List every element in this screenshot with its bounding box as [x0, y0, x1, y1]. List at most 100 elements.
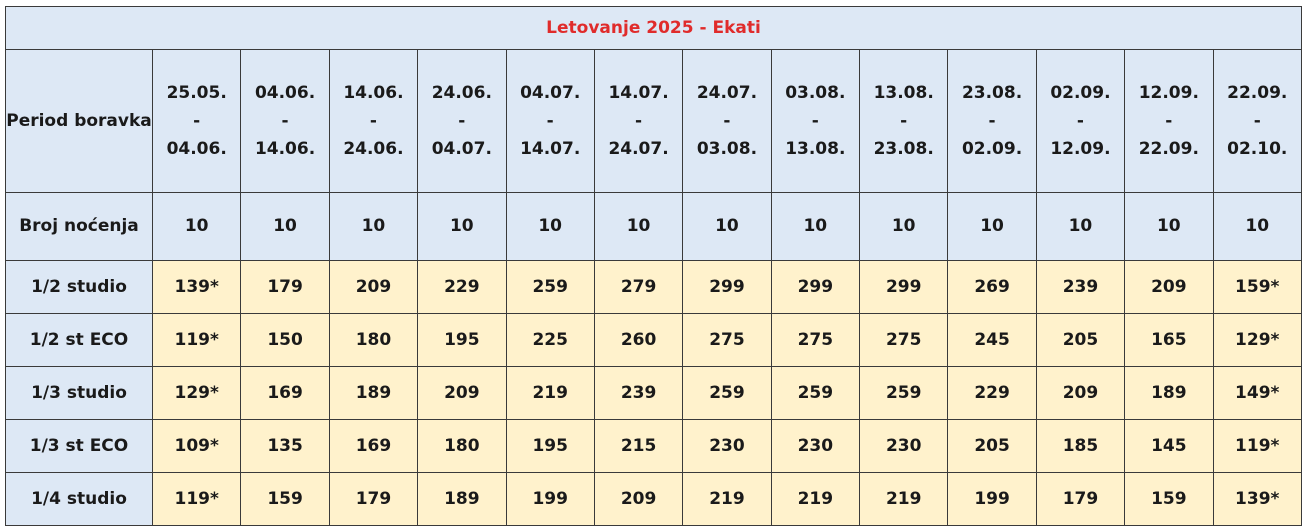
- period-to: 04.07.: [431, 139, 492, 159]
- price-cell: 189: [328, 366, 419, 420]
- price-cell: 165: [1124, 313, 1214, 367]
- price-cell: 119*: [1212, 419, 1302, 473]
- period-cell: 14.07. - 24.07.: [593, 49, 684, 193]
- period-sep: -: [988, 111, 996, 131]
- period-to: 13.08.: [785, 139, 846, 159]
- table-row: 1/4 studio 119* 159 179 189 199 209 219 219 219 19…: [5, 472, 1302, 526]
- period-to: 12.09.: [1050, 139, 1111, 159]
- price-cell: 169: [328, 419, 419, 473]
- price-cell: 215: [593, 419, 684, 473]
- price-cell: 109*: [151, 419, 242, 473]
- period-from: 24.07.: [696, 83, 758, 103]
- period-cell: 03.08. - 13.08.: [770, 49, 861, 193]
- period-cell: 23.08. - 02.09.: [947, 49, 1037, 193]
- period-sep: -: [281, 111, 289, 131]
- price-cell: 189: [1124, 366, 1214, 420]
- price-cell: 159*: [1212, 260, 1302, 314]
- price-cell: 119*: [151, 313, 242, 367]
- period-sep: -: [546, 111, 554, 131]
- period-sep: -: [369, 111, 377, 131]
- price-cell: 219: [858, 472, 949, 526]
- nights-cell: 10: [770, 192, 861, 261]
- price-table: Letovanje 2025 - Ekati Period boravka 25…: [5, 6, 1302, 526]
- period-sep: -: [1165, 111, 1173, 131]
- period-from: 24.06.: [431, 83, 492, 103]
- period-cell: 24.07. - 03.08.: [682, 49, 772, 193]
- price-cell: 149*: [1212, 366, 1302, 420]
- period-cell: 02.09. - 12.09.: [1035, 49, 1126, 193]
- price-cell: 269: [947, 260, 1037, 314]
- price-cell: 185: [1035, 419, 1126, 473]
- period-from: 13.08.: [873, 83, 934, 103]
- period-sep: -: [458, 111, 466, 131]
- price-cell: 279: [593, 260, 684, 314]
- price-cell: 219: [770, 472, 861, 526]
- period-from: 23.08.: [961, 83, 1023, 103]
- period-from: 04.07.: [520, 83, 581, 103]
- price-cell: 275: [682, 313, 772, 367]
- price-cell: 209: [328, 260, 419, 314]
- period-from: 25.05.: [166, 83, 227, 103]
- price-cell: 259: [770, 366, 861, 420]
- period-to: 14.07.: [520, 139, 581, 159]
- price-cell: 189: [417, 472, 507, 526]
- table-row: 1/3 st ECO 109* 135 169 180 195 215 230 230 230 20…: [5, 419, 1302, 473]
- price-cell: 229: [947, 366, 1037, 420]
- period-cell: 25.05. - 04.06.: [151, 49, 242, 193]
- price-cell: 299: [770, 260, 861, 314]
- period-sep: -: [635, 111, 643, 131]
- period-from: 22.09.: [1227, 83, 1288, 103]
- price-cell: 129*: [151, 366, 242, 420]
- period-to: 24.07.: [608, 139, 669, 159]
- period-sep: -: [900, 111, 908, 131]
- nights-cell: 10: [505, 192, 595, 261]
- nights-cell: 10: [593, 192, 684, 261]
- nights-cell: 10: [1212, 192, 1302, 261]
- price-cell: 299: [858, 260, 949, 314]
- period-to: 14.06.: [254, 139, 316, 159]
- price-cell: 159: [1124, 472, 1214, 526]
- table-row: 1/2 studio 139* 179 209 229 259 279 299 299 299 26…: [5, 260, 1302, 314]
- nights-cell: 10: [151, 192, 242, 261]
- period-sep: -: [811, 111, 819, 131]
- price-cell: 145: [1124, 419, 1214, 473]
- price-cell: 245: [947, 313, 1037, 367]
- period-cell: 24.06. - 04.07.: [417, 49, 507, 193]
- price-cell: 159: [240, 472, 330, 526]
- price-cell: 195: [417, 313, 507, 367]
- room-type-label: 1/3 studio: [5, 366, 153, 420]
- nights-cell: 10: [1124, 192, 1214, 261]
- period-from: 12.09.: [1138, 83, 1199, 103]
- period-sep: -: [1076, 111, 1084, 131]
- price-cell: 135: [240, 419, 330, 473]
- table-row: 1/2 st ECO 119* 150 180 195 225 260 275 275 275 24…: [5, 313, 1302, 367]
- price-cell: 259: [858, 366, 949, 420]
- nights-cell: 10: [417, 192, 507, 261]
- period-cell: 12.09. - 22.09.: [1124, 49, 1214, 193]
- price-cell: 179: [240, 260, 330, 314]
- period-from: 02.09.: [1050, 83, 1111, 103]
- price-cell: 219: [505, 366, 595, 420]
- nights-cell: 10: [240, 192, 330, 261]
- nights-cell: 10: [682, 192, 772, 261]
- price-cell: 275: [858, 313, 949, 367]
- period-to: 04.06.: [166, 139, 227, 159]
- price-cell: 259: [682, 366, 772, 420]
- price-cell: 230: [770, 419, 861, 473]
- price-cell: 225: [505, 313, 595, 367]
- price-cell: 239: [1035, 260, 1126, 314]
- room-type-label: 1/3 st ECO: [5, 419, 153, 473]
- period-from: 14.07.: [608, 83, 669, 103]
- price-cell: 260: [593, 313, 684, 367]
- price-cell: 239: [593, 366, 684, 420]
- period-cell: 04.07. - 14.07.: [505, 49, 595, 193]
- price-cell: 169: [240, 366, 330, 420]
- price-cell: 230: [858, 419, 949, 473]
- period-from: 04.06.: [254, 83, 316, 103]
- period-to: 24.06.: [343, 139, 404, 159]
- price-cell: 205: [1035, 313, 1126, 367]
- period-sep: -: [723, 111, 731, 131]
- nights-cell: 10: [858, 192, 949, 261]
- table-row: 1/3 studio 129* 169 189 209 219 239 259 259 259 22…: [5, 366, 1302, 420]
- price-cell: 209: [593, 472, 684, 526]
